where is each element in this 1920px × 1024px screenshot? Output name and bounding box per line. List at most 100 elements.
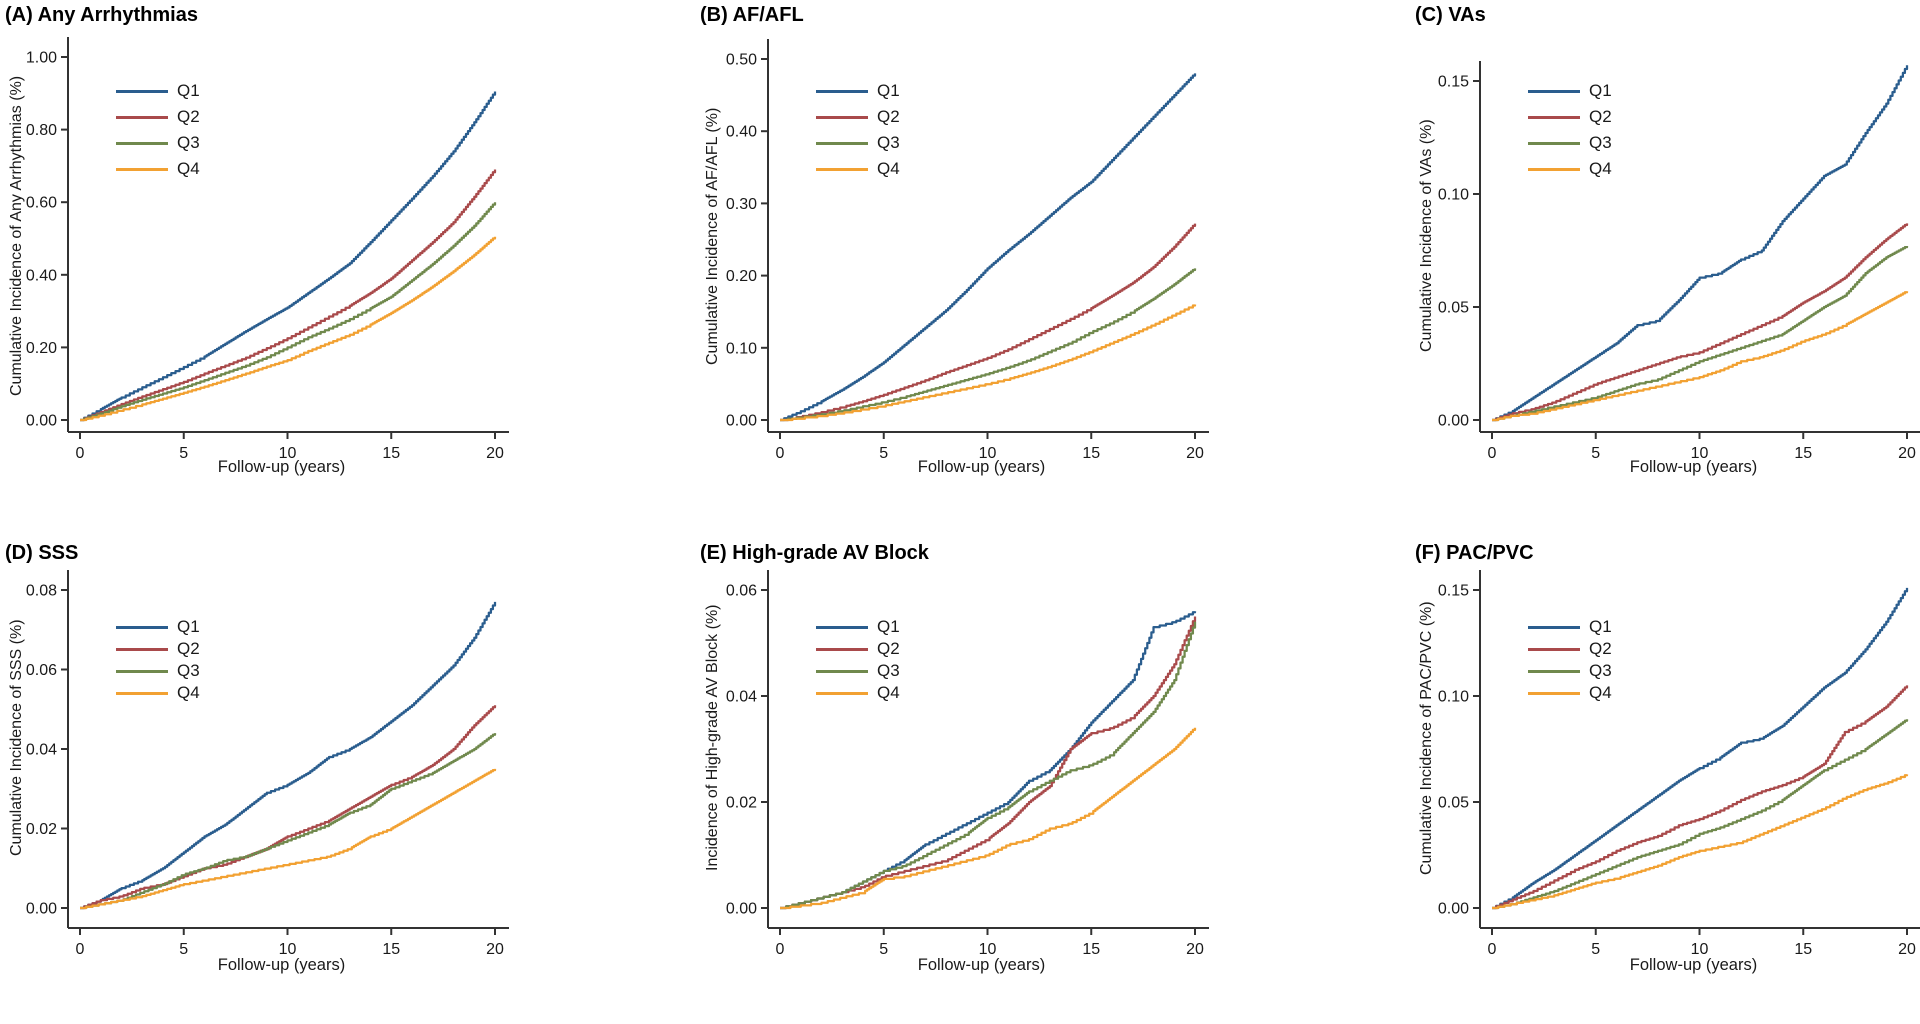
legend-item-q4: Q4 [816,156,900,182]
svg-text:5: 5 [879,445,888,462]
svg-text:0.40: 0.40 [26,267,57,284]
q4-line-swatch [116,691,168,695]
svg-text:15: 15 [1794,445,1812,462]
legend-item-q3: Q3 [1528,660,1612,682]
svg-text:10: 10 [979,445,997,462]
svg-text:20: 20 [1186,941,1204,958]
q3-line-swatch [816,669,868,673]
legend-label: Q4 [177,159,200,178]
legend-label: Q3 [877,661,900,680]
svg-text:10: 10 [279,445,297,462]
legend-label: Q1 [177,617,200,636]
chart-plot-c: 0.00 0.05 0.10 0.15 0 5 10 15 20 [1438,61,1920,462]
legend-item-q4: Q4 [116,682,200,704]
svg-text:20: 20 [486,445,504,462]
q2-line-swatch [816,647,868,651]
legend-item-q4: Q4 [1528,682,1612,704]
legend-item-q3: Q3 [116,660,200,682]
legend-label: Q3 [177,661,200,680]
legend-item-q4: Q4 [816,682,900,704]
svg-text:0.02: 0.02 [726,795,757,812]
svg-text:5: 5 [179,445,188,462]
q1-line-swatch [1528,625,1580,629]
legend: Q1 Q2 Q3 Q4 [816,78,900,182]
svg-text:0.20: 0.20 [726,268,757,285]
svg-text:0.00: 0.00 [726,413,757,430]
legend-label: Q2 [877,639,900,658]
q1-line-swatch [816,625,868,629]
svg-text:0.00: 0.00 [26,413,57,430]
q2-line-swatch [1528,647,1580,651]
chart-plot-b: 0.00 0.10 0.20 0.30 0.40 0.50 0 5 10 15 20 [726,39,1209,462]
svg-text:0: 0 [76,445,85,462]
legend-item-q2: Q2 [816,638,900,660]
svg-text:0.15: 0.15 [1438,583,1469,600]
svg-text:0.04: 0.04 [26,742,57,759]
q2-line-swatch [116,647,168,651]
x-axis-label: Follow-up (years) [217,956,346,974]
q4-line-swatch [1528,691,1580,695]
svg-text:10: 10 [979,941,997,958]
svg-text:0.05: 0.05 [1438,795,1469,812]
x-axis-label: Follow-up (years) [917,956,1046,974]
svg-text:0.06: 0.06 [26,662,57,679]
svg-text:0.04: 0.04 [726,689,757,706]
svg-text:0.10: 0.10 [726,340,757,357]
x-axis-label: Follow-up (years) [917,458,1046,476]
panel-d-sss: (D) SSS Cumulative Incidence of SSS (%) … [0,512,640,1024]
q4-line-swatch [1528,167,1580,171]
chart-plot-f: 0.00 0.05 0.10 0.15 0 5 10 15 20 [1438,570,1920,958]
svg-text:5: 5 [1591,941,1600,958]
svg-text:0: 0 [1488,941,1497,958]
q1-line-swatch [1528,89,1580,93]
legend-item-q3: Q3 [816,660,900,682]
svg-text:0.00: 0.00 [726,901,757,918]
legend-item-q2: Q2 [116,104,200,130]
legend-label: Q3 [877,133,900,152]
legend-label: Q1 [877,617,900,636]
q3-line-swatch [116,141,168,145]
legend-label: Q4 [877,683,900,702]
svg-text:20: 20 [486,941,504,958]
legend: Q1 Q2 Q3 Q4 [816,616,900,704]
q2-line-swatch [1528,115,1580,119]
svg-text:0.50: 0.50 [726,52,757,69]
legend-item-q1: Q1 [816,78,900,104]
svg-text:15: 15 [1082,445,1100,462]
panel-title: (A) Any Arrhythmias [5,4,198,26]
q4-line-swatch [816,691,868,695]
q1-line-swatch [116,89,168,93]
legend-item-q2: Q2 [1528,638,1612,660]
svg-text:0.20: 0.20 [26,340,57,357]
x-axis-label: Follow-up (years) [1629,956,1758,974]
legend-item-q1: Q1 [816,616,900,638]
svg-text:0: 0 [1488,445,1497,462]
panel-c-vas: (C) VAs Cumulative Incidence of VAs (%) … [1280,0,1920,512]
legend-label: Q2 [1589,639,1612,658]
legend-label: Q4 [1589,159,1612,178]
q1-line-swatch [116,625,168,629]
svg-text:0.00: 0.00 [1438,901,1469,918]
panel-e-high-grade-av-block: (E) High-grade AV Block Incidence of Hig… [640,512,1280,1024]
legend-item-q1: Q1 [116,78,200,104]
svg-text:5: 5 [879,941,888,958]
chart-plot-a: 0.00 0.20 0.40 0.60 0.80 1.00 0 5 10 15 20 [26,37,509,462]
legend-label: Q4 [877,159,900,178]
q3-line-swatch [1528,141,1580,145]
chart-plot-e: 0.00 0.02 0.04 0.06 0 5 10 15 20 [726,570,1209,958]
legend: Q1 Q2 Q3 Q4 [116,616,200,704]
q2-line-swatch [816,115,868,119]
legend-label: Q3 [1589,133,1612,152]
svg-text:0.06: 0.06 [726,583,757,600]
svg-text:20: 20 [1186,445,1204,462]
legend-label: Q3 [177,133,200,152]
svg-text:0.40: 0.40 [726,124,757,141]
legend-item-q3: Q3 [816,130,900,156]
legend-label: Q2 [1589,107,1612,126]
svg-text:1.00: 1.00 [26,50,57,67]
legend-label: Q2 [177,107,200,126]
svg-text:15: 15 [382,941,400,958]
legend-label: Q4 [1589,683,1612,702]
svg-text:5: 5 [179,941,188,958]
svg-text:0.00: 0.00 [1438,413,1469,430]
